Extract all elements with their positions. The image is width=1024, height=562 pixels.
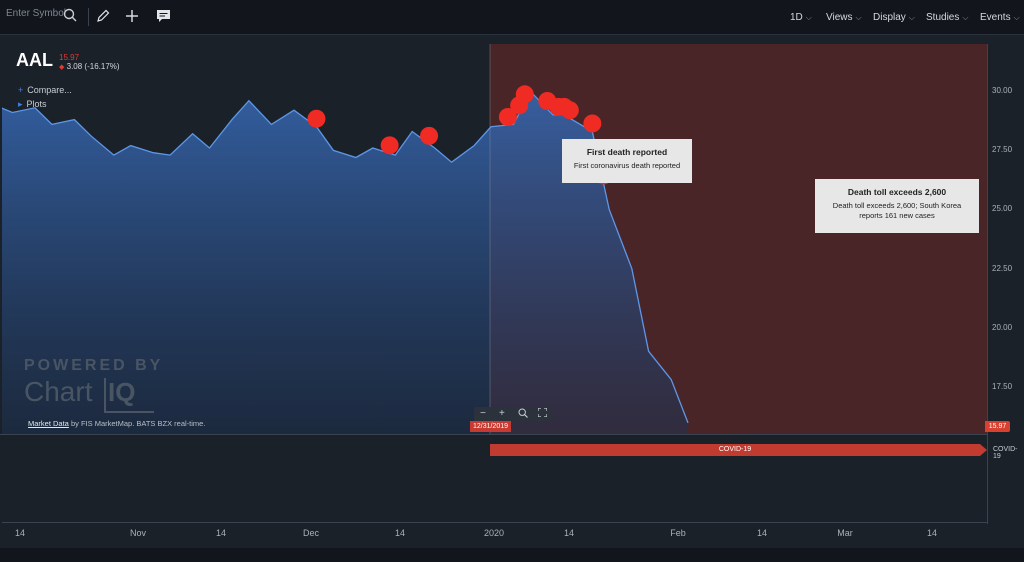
event-marker[interactable] <box>583 114 602 133</box>
x-tick-label: 14 <box>926 528 938 538</box>
x-tick-label: 14 <box>563 528 575 538</box>
price-change: ◆ 3.08 (-16.17%) <box>59 62 120 71</box>
plus-icon: + <box>18 85 24 95</box>
x-tick-label: Feb <box>670 528 686 538</box>
market-data-link[interactable]: Market Data <box>28 419 69 428</box>
y-tick-label: 30.00 <box>992 86 1013 96</box>
fullscreen-icon[interactable] <box>537 407 548 420</box>
display-menu[interactable]: Display ⌵ <box>873 12 915 23</box>
y-axis-line <box>987 44 988 524</box>
tooltip-title: First death reported <box>586 147 668 157</box>
plus-icon[interactable] <box>125 9 139 28</box>
toolbar-divider <box>88 8 89 26</box>
covid-event-bar[interactable]: COVID-19 <box>490 444 980 456</box>
x-tick-label: Dec <box>302 528 320 538</box>
tooltip-title: Death toll exceeds 2,600 <box>847 187 947 197</box>
watermark-underline <box>104 411 154 413</box>
y-tick-label: 25.00 <box>992 204 1013 214</box>
symbol-ticker: AAL <box>16 50 53 70</box>
x-tick-label: Nov <box>129 528 147 538</box>
chart-toolbar: Enter Symbol 1D ⌵ Views ⌵ Display ⌵ Studies… <box>0 0 1024 35</box>
comment-icon[interactable] <box>156 9 171 28</box>
views-menu[interactable]: Views ⌵ <box>826 12 862 23</box>
triangle-right-icon: ▸ <box>18 99 23 109</box>
x-axis-line <box>2 522 988 523</box>
panel-separator <box>0 434 988 435</box>
y-tick-label: 20.00 <box>992 322 1013 332</box>
chevron-down-icon: ⌵ <box>962 13 969 22</box>
watermark-bar <box>104 378 106 412</box>
x-tick-label: 2020 <box>483 528 505 538</box>
studies-menu[interactable]: Studies ⌵ <box>926 12 969 23</box>
search-icon[interactable] <box>63 8 77 27</box>
event-marker[interactable] <box>515 85 534 104</box>
event-marker[interactable] <box>498 107 517 126</box>
zoom-reset-icon[interactable] <box>518 408 528 421</box>
chevron-down-icon: ⌵ <box>908 13 915 22</box>
pencil-icon[interactable] <box>96 9 110 28</box>
chevron-down-icon: ⌵ <box>855 13 862 22</box>
event-track-label: COVID-19 <box>993 446 1018 460</box>
symbol-search-input[interactable]: Enter Symbol <box>6 8 67 19</box>
market-data-attribution: Market Data by FIS MarketMap. BATS BZX r… <box>28 419 206 428</box>
tooltip-body: First coronavirus death reported <box>573 161 681 170</box>
x-tick-label: 14 <box>756 528 768 538</box>
watermark-logo: Chart <box>24 376 93 407</box>
x-tick-label: 14 <box>14 528 26 538</box>
price-area <box>2 91 688 434</box>
zoom-in-icon[interactable]: + <box>499 408 505 419</box>
watermark-mark: IQ <box>108 377 136 407</box>
compare-link[interactable]: + Compare... <box>18 85 72 95</box>
event-tooltip-first-death: First death reported First coronavirus d… <box>562 139 692 183</box>
y-tick-label: 22.50 <box>992 263 1013 273</box>
events-menu[interactable]: Events ⌵ <box>980 12 1020 23</box>
plots-link[interactable]: ▸ Plots <box>18 99 47 109</box>
periodicity-menu[interactable]: 1D ⌵ <box>790 12 812 23</box>
chevron-down-icon: ⌵ <box>1013 13 1020 22</box>
x-tick-label: Mar <box>837 528 853 538</box>
chevron-down-icon: ⌵ <box>805 13 812 22</box>
bottom-strip <box>0 548 1024 562</box>
x-tick-label: 14 <box>394 528 406 538</box>
event-marker[interactable] <box>380 136 399 155</box>
event-marker[interactable] <box>560 101 579 120</box>
covid-bar-arrow <box>980 444 987 456</box>
event-marker[interactable] <box>420 126 439 145</box>
x-tick-label: 14 <box>215 528 227 538</box>
event-marker[interactable] <box>307 109 326 128</box>
last-price-tag: 15.97 <box>985 421 1010 432</box>
crosshair-date-tag: 12/31/2019 <box>470 421 511 432</box>
last-price: 15.97 <box>59 53 80 62</box>
watermark-text: POWERED BY <box>24 357 164 374</box>
zoom-out-icon[interactable]: − <box>480 408 486 419</box>
down-triangle-icon: ◆ <box>59 64 65 71</box>
y-tick-label: 27.50 <box>992 145 1013 155</box>
event-tooltip-death-toll: Death toll exceeds 2,600 Death toll exce… <box>815 179 979 233</box>
price-chart[interactable] <box>2 44 988 434</box>
tooltip-body: Death toll exceeds 2,600; South Korea re… <box>832 201 962 220</box>
zoom-controls: − + <box>474 407 552 421</box>
y-tick-label: 17.50 <box>992 381 1013 391</box>
